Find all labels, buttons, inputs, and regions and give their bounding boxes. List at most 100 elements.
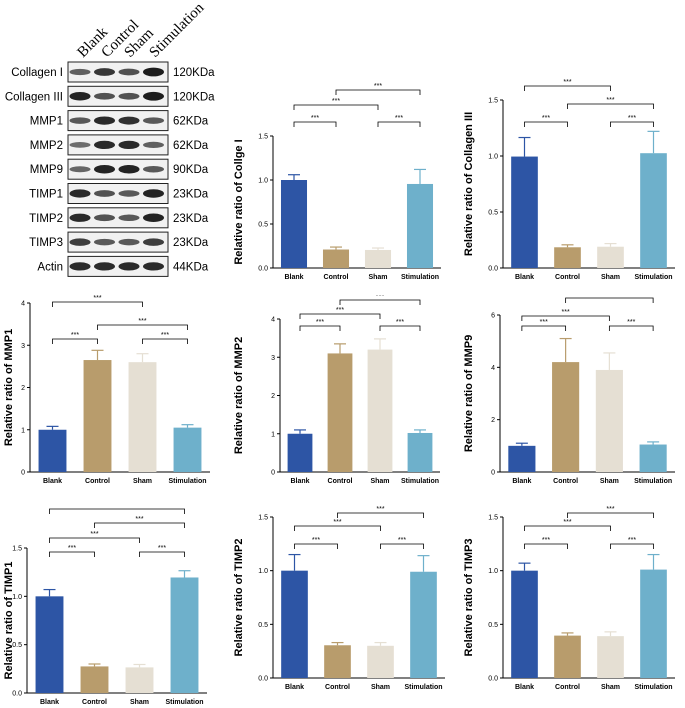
blot-strip bbox=[67, 183, 169, 204]
blot-band bbox=[69, 142, 91, 148]
bar-group bbox=[170, 570, 199, 693]
y-tick-label: 2 bbox=[21, 385, 25, 392]
blot-band bbox=[94, 140, 115, 150]
blot-strip bbox=[67, 134, 169, 156]
significance-bracket: *** bbox=[293, 115, 337, 127]
y-tick-label: 0.0 bbox=[258, 676, 268, 683]
bar bbox=[38, 429, 67, 472]
blot-band bbox=[69, 68, 91, 76]
significance-bracket: *** bbox=[565, 295, 654, 303]
significance-label: *** bbox=[395, 115, 403, 122]
y-tick-label: 1.5 bbox=[258, 134, 268, 141]
bar bbox=[281, 570, 308, 678]
significance-bracket: *** bbox=[335, 83, 421, 95]
bar-group bbox=[173, 424, 202, 472]
bracket-line bbox=[524, 543, 568, 549]
y-tick-label: 0 bbox=[491, 470, 495, 477]
significance-label: *** bbox=[542, 115, 550, 122]
y-axis-label: Relative ratio of MMP2 bbox=[233, 337, 245, 454]
blot-size-label: 23KDa bbox=[173, 189, 209, 201]
y-tick-label: 0.5 bbox=[488, 210, 498, 217]
significance-bracket: *** bbox=[610, 115, 654, 127]
significance-bracket: *** bbox=[139, 545, 185, 557]
significance-label: *** bbox=[68, 545, 76, 552]
significance-bracket: *** bbox=[339, 295, 421, 305]
bar bbox=[83, 360, 112, 472]
blot-protein-label: Actin bbox=[37, 261, 63, 273]
blot-protein-label: TIMP2 bbox=[29, 213, 63, 225]
significance-bracket: *** bbox=[380, 537, 424, 549]
significance-label: *** bbox=[628, 537, 636, 544]
bracket-line bbox=[337, 512, 424, 518]
bar-group bbox=[410, 555, 437, 678]
bracket-line bbox=[49, 551, 95, 557]
bracket-line bbox=[377, 121, 421, 127]
chart-collagen-1: Relative ratio of Collge I 0.0 0.5 1.0 1.5 Bl… bbox=[233, 83, 441, 281]
blot-protein-label: Collagen I bbox=[11, 67, 63, 79]
significance-bracket: *** bbox=[299, 319, 341, 331]
bracket-line bbox=[610, 543, 654, 549]
bar-group bbox=[407, 429, 433, 472]
bar bbox=[639, 444, 667, 472]
blot-band bbox=[118, 116, 140, 125]
bracket-line bbox=[139, 551, 185, 557]
y-tick-label: 1.5 bbox=[488, 98, 498, 105]
bracket-line bbox=[52, 338, 98, 344]
blot-band bbox=[118, 164, 140, 174]
x-tick-label: Stimulation bbox=[168, 478, 206, 485]
significance-label: *** bbox=[627, 319, 635, 326]
x-tick-label: Blank bbox=[284, 274, 303, 281]
bracket-line bbox=[97, 324, 188, 330]
bar-group bbox=[80, 663, 109, 693]
x-tick-label: Control bbox=[324, 274, 349, 281]
blot-size-label: 23KDa bbox=[173, 237, 209, 249]
blot-size-label: 120KDa bbox=[173, 91, 215, 103]
blot-band bbox=[143, 91, 164, 101]
blot-band bbox=[143, 238, 164, 246]
y-tick-label: 0.5 bbox=[258, 622, 268, 629]
bar bbox=[125, 667, 154, 693]
blot-band bbox=[94, 190, 115, 197]
x-tick-label: Stimulation bbox=[634, 274, 672, 281]
bar bbox=[552, 362, 580, 472]
significance-label: *** bbox=[605, 295, 613, 298]
blot-strip bbox=[67, 110, 169, 132]
significance-label: *** bbox=[562, 309, 570, 316]
x-tick-label: Sham bbox=[130, 699, 149, 706]
y-tick-label: 2 bbox=[271, 393, 275, 400]
x-tick-label: Sham bbox=[133, 478, 152, 485]
blot-band bbox=[118, 190, 140, 197]
y-tick-label: 0.5 bbox=[12, 642, 22, 649]
significance-label: ** bbox=[114, 505, 120, 509]
y-tick-label: 0.0 bbox=[258, 266, 268, 273]
significance-bracket: *** bbox=[524, 519, 611, 531]
significance-bracket: *** bbox=[337, 506, 424, 518]
bracket-line bbox=[293, 121, 337, 127]
blot-band bbox=[143, 117, 164, 124]
bar-group bbox=[35, 588, 64, 693]
bracket-line bbox=[524, 525, 611, 531]
significance-label: *** bbox=[563, 79, 571, 86]
bar bbox=[287, 433, 313, 472]
bar-group bbox=[367, 641, 394, 678]
blot-band bbox=[94, 214, 115, 222]
significance-label: *** bbox=[336, 307, 344, 314]
blot-band bbox=[143, 213, 164, 223]
significance-label: *** bbox=[376, 295, 384, 300]
y-tick-label: 0 bbox=[21, 470, 25, 477]
y-axis-label: Relative ratio of MMP1 bbox=[3, 329, 15, 446]
blot-band bbox=[94, 68, 115, 76]
bar bbox=[80, 666, 109, 693]
chart-mmp2: Relative ratio of MMP2 0 1 2 3 4 Blank Control S… bbox=[233, 295, 440, 485]
blot-band bbox=[94, 116, 115, 125]
blot-strip bbox=[67, 61, 169, 83]
bar-group bbox=[640, 553, 667, 678]
bar bbox=[327, 353, 353, 472]
bar-group bbox=[511, 562, 538, 678]
x-tick-label: Sham bbox=[600, 478, 619, 485]
bracket-line bbox=[524, 85, 611, 91]
blot-strip-frame bbox=[67, 110, 169, 132]
bar bbox=[407, 432, 433, 472]
significance-label: *** bbox=[135, 516, 143, 523]
chart-timp2: Relative ratio of TIMP2 0.0 0.5 1.0 1.5 Blank… bbox=[233, 506, 445, 691]
